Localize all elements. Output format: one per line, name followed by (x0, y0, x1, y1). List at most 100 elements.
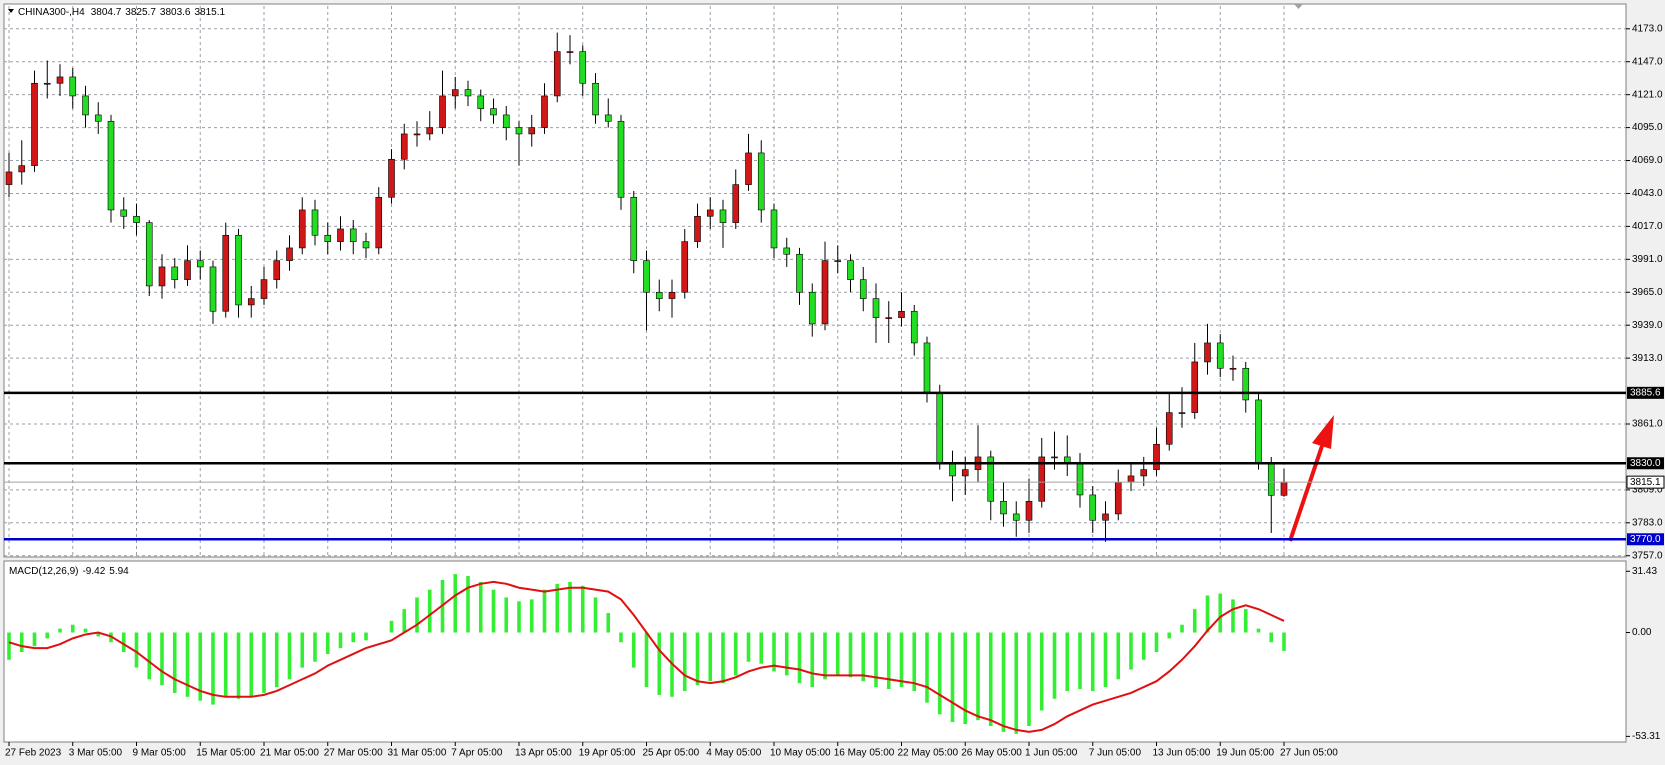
header-high: 3825.7 (125, 7, 156, 18)
x-tick-label: 3 Mar 05:00 (69, 748, 123, 759)
arrow-shaft (1288, 445, 1324, 542)
candle-body (222, 234, 230, 312)
candle-body (783, 247, 791, 255)
level-label-box (1627, 533, 1664, 546)
x-tick-label: 1 Jun 05:00 (1025, 748, 1078, 759)
macd-bar (364, 632, 368, 641)
x-tick-label: 19 Jun 05:00 (1216, 748, 1274, 759)
candle-body (592, 82, 599, 116)
menu-triangle[interactable] (8, 9, 14, 13)
candle-body (745, 152, 752, 185)
macd-bar (1039, 632, 1044, 711)
x-tick-label: 7 Apr 05:00 (451, 748, 503, 759)
candle-body (566, 51, 574, 53)
y-tick-label: 4017.0 (1632, 221, 1663, 232)
candle-body (885, 317, 893, 319)
candle-body (1255, 399, 1262, 464)
bid-label-box (1626, 475, 1665, 489)
candle-body (1153, 443, 1160, 470)
macd-bar (453, 574, 458, 633)
macd-bar (32, 632, 37, 647)
macd-bar (185, 632, 190, 697)
candle-body (69, 76, 77, 97)
macd-bar (249, 632, 254, 697)
macd-bar (466, 576, 470, 633)
chart-title: CHINA300-,H4 (18, 7, 85, 18)
level-label: 3770.0 (1630, 534, 1661, 545)
shift-marker[interactable] (1294, 4, 1303, 9)
candle-body (1216, 342, 1224, 369)
y-tick-label: 3913.0 (1632, 353, 1663, 364)
candle-body (1025, 500, 1033, 521)
candle-body (337, 228, 344, 242)
macd-bar (1180, 624, 1184, 633)
macd-bar (772, 632, 776, 672)
macd-signal-value: 5.94 (109, 566, 129, 577)
candle-body (808, 291, 816, 325)
macd-bar (1116, 632, 1121, 680)
macd-bar (1129, 632, 1133, 670)
candle-body (209, 266, 217, 312)
candle-body (247, 298, 255, 306)
x-tick-label: 25 Apr 05:00 (643, 748, 700, 759)
candle-body (770, 209, 778, 249)
candle-body (668, 291, 676, 299)
macd-bar (287, 632, 292, 680)
macd-bar (721, 632, 725, 684)
macd-bar (1256, 628, 1261, 633)
candle-body (1076, 462, 1084, 496)
macd-bar (1014, 632, 1019, 734)
macd-bar (899, 632, 904, 688)
macd-bar (619, 632, 623, 643)
macd-bar (147, 632, 152, 680)
macd-bar (848, 632, 853, 678)
macd-bar (1243, 609, 1248, 633)
y-tick-label: 0.00 (1632, 627, 1652, 638)
macd-bar (976, 632, 980, 721)
header-open: 3804.7 (91, 7, 122, 18)
x-tick-label: 7 Jun 05:00 (1089, 748, 1142, 759)
x-tick-label: 10 May 05:00 (770, 748, 831, 759)
candle-body (553, 51, 561, 97)
macd-bar (733, 632, 738, 676)
macd-bar (1231, 599, 1235, 633)
macd-bar (797, 632, 802, 684)
macd-bar (96, 632, 101, 637)
y-tick-label: 3757.0 (1632, 550, 1663, 561)
y-tick-label: 4173.0 (1632, 23, 1663, 34)
y-tick-label: 3783.0 (1632, 517, 1663, 528)
macd-bar (223, 632, 228, 697)
candle-body (375, 196, 383, 249)
y-tick-label: 3939.0 (1632, 320, 1663, 331)
candle-body (821, 260, 829, 325)
macd-bar (529, 599, 534, 633)
candle-body (630, 196, 638, 261)
macd-bar (1141, 632, 1146, 660)
candle-body (681, 241, 689, 293)
macd-header: MACD(12,26,9) -9.42 5.94 (9, 566, 129, 577)
candle-body (732, 184, 740, 223)
macd-bar (542, 589, 547, 633)
x-tick-label: 4 May 05:00 (706, 748, 761, 759)
candle-body (273, 260, 281, 280)
candle-body (82, 95, 89, 116)
candle-body (834, 260, 842, 262)
macd-bar (313, 632, 317, 662)
candle-body (298, 209, 306, 249)
macd-bar (759, 632, 764, 664)
candle-body (286, 247, 293, 261)
macd-bar (912, 632, 917, 691)
macd-bar (134, 632, 139, 668)
macd-bar (1052, 632, 1057, 699)
x-tick-label: 21 Mar 05:00 (260, 748, 319, 759)
macd-bar (657, 632, 662, 695)
candle-body (1051, 456, 1058, 459)
candle-body (94, 114, 102, 122)
candle-body (1280, 481, 1288, 496)
candle-body (515, 127, 523, 135)
y-tick-label: 4121.0 (1632, 89, 1663, 100)
macd-bar (211, 632, 215, 705)
macd-bar (593, 597, 598, 633)
